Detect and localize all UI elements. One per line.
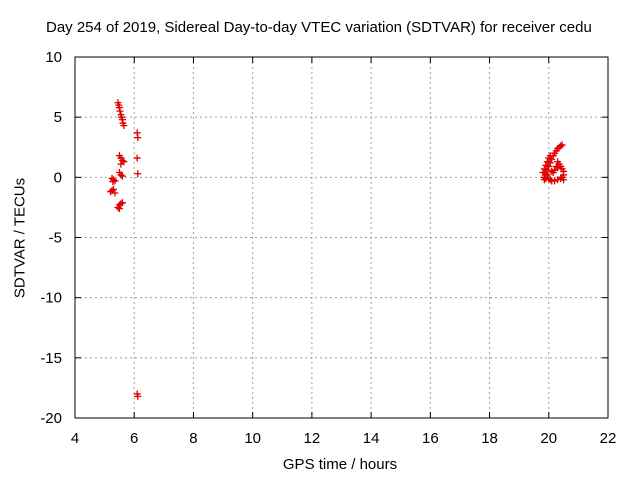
y-tick-label: 5 [54,109,62,126]
x-tick-label: 12 [304,430,321,447]
data-point [118,199,126,207]
y-axis-label: SDTVAR / TECUs [11,177,29,299]
data-point [117,160,125,168]
data-point [560,176,568,184]
data-point [118,172,126,180]
data-point [111,189,119,197]
data-point [542,161,550,169]
data-point [118,156,126,164]
data-point [116,107,124,115]
data-point [543,158,551,166]
data-point [558,141,566,149]
x-tick-label: 22 [600,430,617,447]
data-point [543,171,551,179]
x-tick-label: 20 [540,430,557,447]
data-point [540,176,548,184]
data-point [109,178,117,186]
data-point [134,134,142,142]
data-point [117,171,125,179]
y-tick-label: -20 [40,410,62,427]
x-tick-label: 16 [422,430,439,447]
x-tick-label: 8 [189,430,197,447]
x-tick-label: 14 [363,430,380,447]
data-point [554,164,562,172]
chart-title: Day 254 of 2019, Sidereal Day-to-day VTE… [46,19,592,36]
x-tick-label: 18 [481,430,498,447]
data-point [117,200,125,208]
data-point [115,205,123,213]
data-point [109,185,117,193]
y-tick-label: -10 [40,290,62,307]
data-point [134,392,142,400]
data-point [133,154,141,162]
data-point [557,142,565,150]
y-tick-label: 10 [45,49,62,66]
data-point [539,169,547,177]
data-point [542,175,550,183]
data-point [540,165,548,173]
data-point [546,176,554,184]
data-point [134,170,142,178]
y-tick-label: -5 [49,230,62,247]
data-point [120,122,128,130]
x-tick-label: 10 [244,430,261,447]
x-axis-label: GPS time / hours [282,456,398,473]
y-tick-label: -15 [40,350,62,367]
x-tick-label: 4 [71,430,79,447]
data-point [552,163,560,171]
y-tick-label: 0 [54,169,62,186]
x-tick-label: 6 [130,430,138,447]
data-point [546,152,554,160]
